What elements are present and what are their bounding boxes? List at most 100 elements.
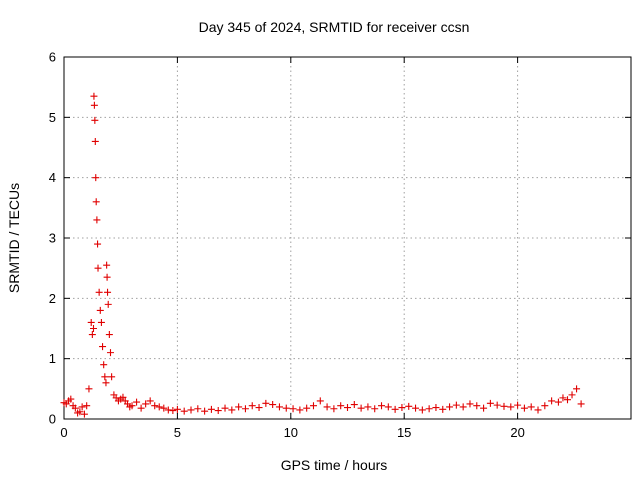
data-point [78, 403, 86, 411]
data-point [133, 398, 141, 406]
data-point [391, 405, 399, 413]
data-point [90, 101, 98, 109]
data-point [507, 403, 515, 411]
data-point [577, 400, 585, 408]
data-point [446, 403, 454, 411]
data-point [83, 402, 91, 410]
data-point [88, 331, 96, 339]
data-point [418, 406, 426, 414]
data-point [119, 393, 127, 401]
data-point [316, 397, 324, 405]
data-point [194, 405, 202, 413]
data-point [480, 404, 488, 412]
data-point [384, 403, 392, 411]
data-point [554, 398, 562, 406]
x-axis-label: GPS time / hours [281, 457, 388, 473]
y-tick-label: 2 [49, 291, 56, 306]
chart-title: Day 345 of 2024, SRMTID for receiver ccs… [199, 19, 470, 35]
data-point [221, 404, 229, 412]
data-point [559, 394, 567, 402]
data-point [99, 343, 107, 351]
data-point [85, 385, 93, 393]
data-series [60, 92, 585, 418]
y-tick-label: 0 [49, 412, 56, 427]
data-point [241, 405, 249, 413]
data-point [398, 404, 406, 412]
y-tick-label: 4 [49, 170, 56, 185]
data-point [105, 331, 113, 339]
data-point [500, 402, 508, 410]
data-point [269, 401, 277, 409]
data-point [92, 174, 100, 182]
data-point [303, 404, 311, 412]
data-point [262, 399, 270, 407]
data-point [128, 402, 136, 410]
data-point [466, 400, 474, 408]
data-point [91, 137, 99, 145]
x-tick-label: 20 [510, 425, 524, 440]
data-point [514, 401, 522, 409]
data-point [527, 403, 535, 411]
data-point [432, 404, 440, 412]
data-point [89, 325, 97, 332]
data-point [364, 403, 372, 411]
data-point [573, 385, 581, 393]
y-axis-label: SRMTID / TECUs [6, 183, 22, 293]
data-point [459, 403, 467, 411]
data-point [101, 373, 109, 381]
data-point [104, 300, 112, 308]
data-point [337, 402, 345, 410]
data-point [563, 396, 571, 404]
data-point [71, 404, 79, 412]
data-point [91, 116, 99, 124]
data-point [378, 402, 386, 410]
x-tick-label: 10 [284, 425, 298, 440]
data-point [235, 403, 243, 411]
data-point [357, 404, 365, 412]
data-point [160, 404, 168, 412]
data-point [187, 406, 195, 414]
x-tick-label: 5 [174, 425, 181, 440]
data-point [405, 402, 413, 410]
data-point [94, 264, 102, 272]
data-point [104, 288, 112, 296]
data-point [289, 405, 297, 413]
data-point [425, 405, 433, 413]
data-point [439, 405, 447, 413]
data-point [180, 407, 188, 415]
x-tick-label: 15 [397, 425, 411, 440]
data-point [228, 406, 236, 414]
data-point [248, 402, 256, 410]
data-point [93, 216, 101, 224]
data-point [371, 405, 379, 413]
series-SRMTID [60, 92, 585, 418]
data-point [493, 401, 501, 409]
y-tick-label: 1 [49, 351, 56, 366]
data-point [95, 288, 103, 296]
data-point [214, 407, 222, 415]
data-point [344, 404, 351, 412]
data-point [102, 379, 110, 387]
data-point [100, 361, 108, 369]
data-point [108, 373, 116, 381]
x-tick-label: 0 [60, 425, 67, 440]
data-point [106, 349, 114, 357]
data-point [146, 397, 154, 405]
data-point [67, 395, 75, 403]
data-point [568, 391, 576, 399]
data-point [76, 408, 84, 416]
data-point [255, 404, 263, 412]
data-point [96, 306, 104, 314]
data-point [541, 402, 549, 410]
data-point [452, 401, 460, 409]
data-point [548, 397, 556, 405]
data-point [173, 405, 181, 413]
data-point [90, 92, 98, 100]
data-point [473, 402, 481, 410]
data-point [486, 399, 494, 407]
data-point [201, 407, 209, 415]
data-point [330, 405, 338, 413]
data-point [142, 400, 150, 408]
